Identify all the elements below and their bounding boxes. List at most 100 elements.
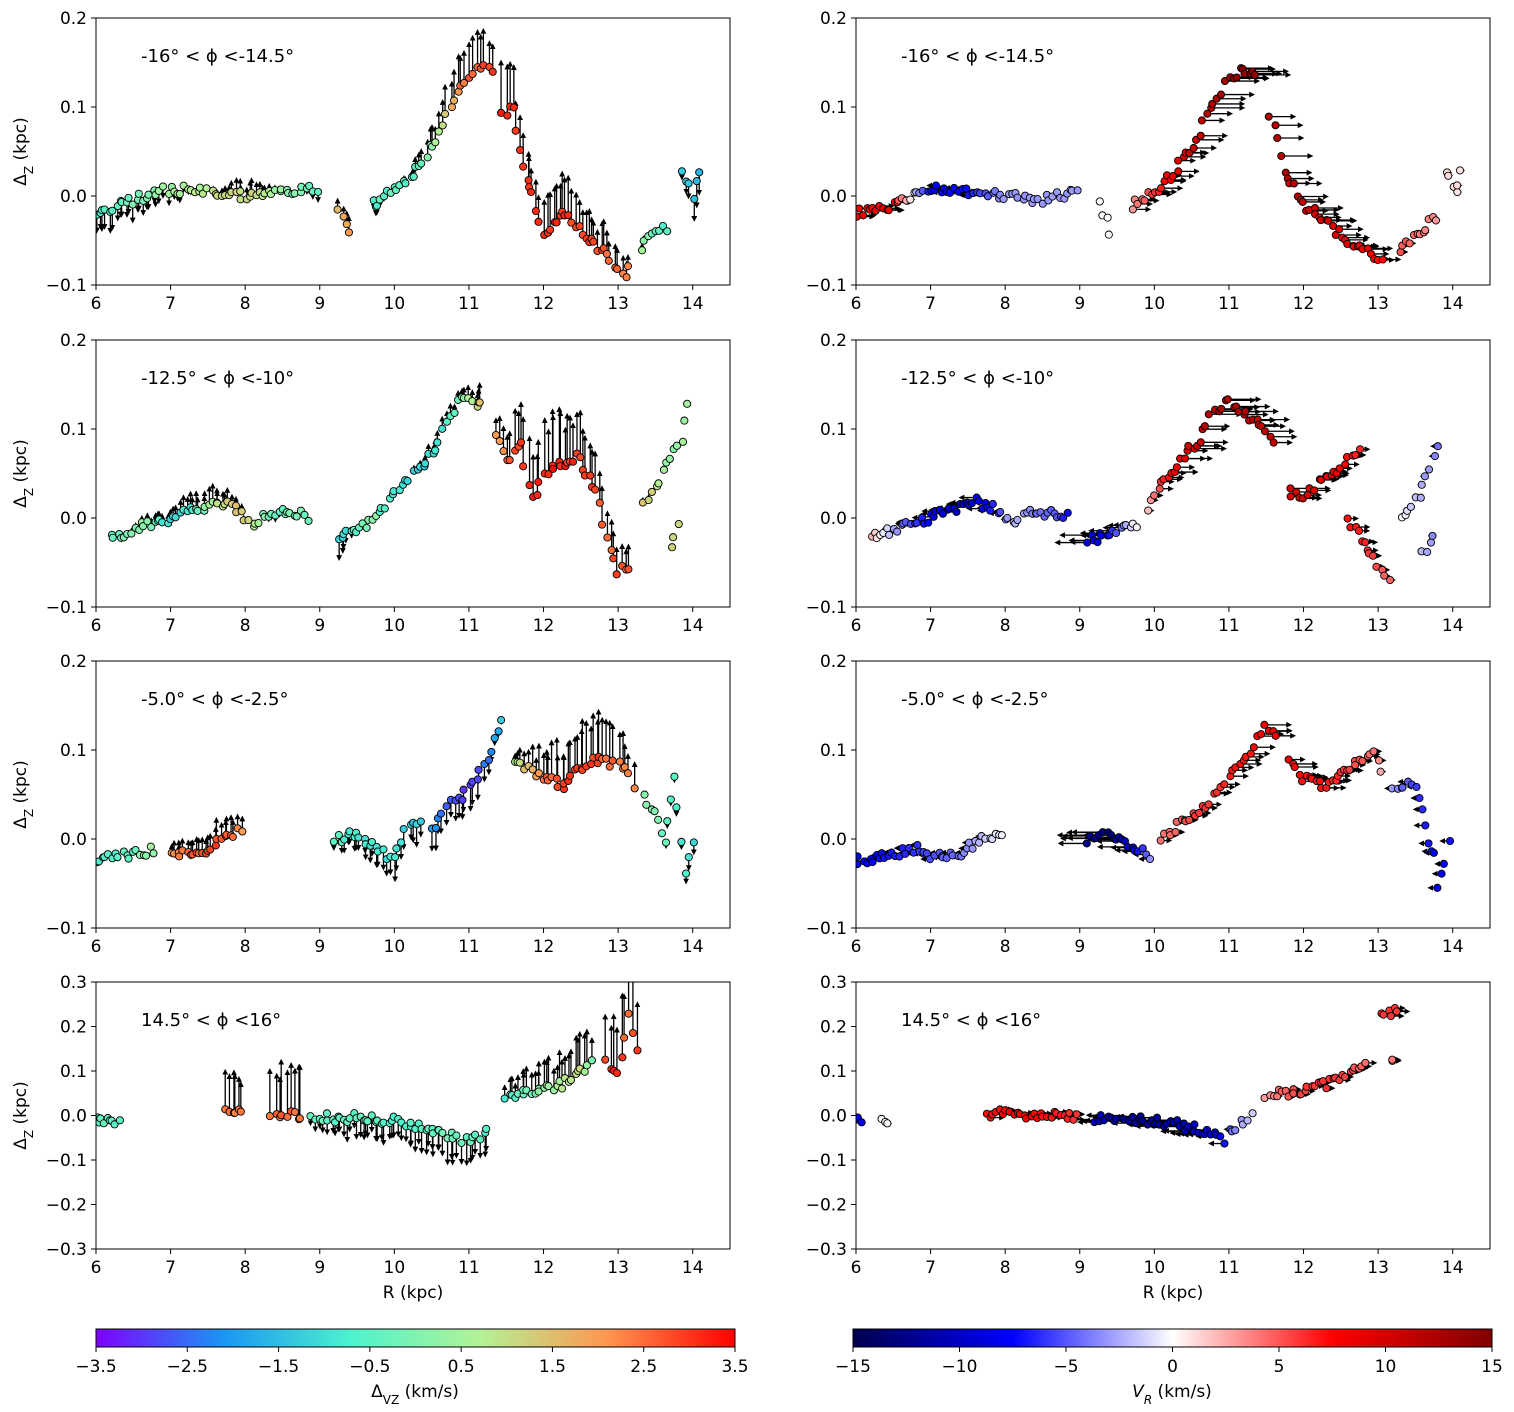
colorbar-vr-bar <box>852 1328 1493 1348</box>
colorbar-tick-label: 0.5 <box>448 1357 475 1377</box>
data-point <box>304 516 313 525</box>
data-point <box>1424 465 1434 474</box>
data-point <box>1324 216 1333 225</box>
data-point <box>568 457 578 466</box>
data-point <box>1003 513 1012 522</box>
data-point <box>519 162 528 171</box>
axes-frame <box>855 660 1491 929</box>
data-point <box>1345 765 1354 774</box>
data-point <box>1093 538 1102 547</box>
data-point <box>503 111 512 120</box>
data-point <box>490 734 499 743</box>
data-point <box>1185 148 1194 158</box>
data-point <box>1156 184 1166 193</box>
data-point <box>986 506 995 515</box>
data-point <box>968 844 977 853</box>
axes-frame <box>95 17 731 286</box>
data-point <box>438 424 447 433</box>
data-point <box>856 204 864 213</box>
data-point <box>1216 1132 1225 1141</box>
data-point <box>290 1108 299 1117</box>
y-axis: −0.3 −0.2 −0.1 0.0 0.1 0.2 0.3 <box>806 973 856 1260</box>
data-point <box>684 853 693 862</box>
data-point <box>528 765 537 774</box>
data-point <box>1446 836 1455 846</box>
data-point <box>883 1119 892 1128</box>
data-point <box>885 530 894 539</box>
data-point <box>884 206 893 215</box>
data-point <box>487 747 496 756</box>
data-point <box>1217 404 1226 413</box>
data-point <box>566 1075 576 1085</box>
x-tick-label: 13 <box>607 937 629 957</box>
data-point <box>633 1046 642 1055</box>
plot-area <box>856 64 1466 265</box>
data-point <box>1232 73 1241 82</box>
data-point <box>468 69 477 79</box>
x-tick-label: 7 <box>165 616 176 636</box>
data-point <box>1418 805 1427 814</box>
data-point <box>1174 156 1183 165</box>
data-point <box>1303 491 1312 500</box>
data-point <box>115 1116 124 1125</box>
colorbar-tick-label: 10 <box>1375 1357 1397 1377</box>
data-point <box>1171 828 1180 837</box>
panel-annotation: -16° < ϕ <-14.5° <box>901 46 1054 67</box>
data-point <box>677 167 686 176</box>
data-point <box>904 843 913 853</box>
data-point <box>996 507 1005 517</box>
data-point <box>603 533 612 542</box>
y-tick-label: 0.0 <box>60 509 87 529</box>
panel-annotation: -12.5° < ϕ <-10° <box>901 368 1054 389</box>
data-point <box>1428 531 1437 540</box>
data-point <box>967 499 976 508</box>
panel-p3L: 6 7 8 9 10 11 12 13 14 −0.1 0.0 0.1 0.2 -5.0° < ϕ <-2… <box>11 652 731 957</box>
data-point <box>399 825 408 834</box>
data-point <box>397 838 406 847</box>
y-tick-label: 0.2 <box>820 331 847 351</box>
data-point <box>420 459 430 468</box>
data-point <box>322 1109 331 1118</box>
point-layer <box>96 61 704 282</box>
data-point <box>1417 480 1426 489</box>
x-axis: 6 7 8 9 10 11 12 13 14 <box>851 928 1464 957</box>
data-point <box>1289 1089 1298 1098</box>
data-point <box>665 454 674 463</box>
colorbar-tick-label: 2.5 <box>630 1357 657 1377</box>
data-point <box>597 520 607 529</box>
x-tick-label: 11 <box>1218 616 1240 636</box>
data-point <box>254 519 263 528</box>
x-tick-label: 6 <box>91 616 102 636</box>
x-tick-label: 7 <box>925 1258 936 1278</box>
data-point <box>1195 808 1204 818</box>
data-point <box>344 228 353 237</box>
data-point <box>488 67 497 76</box>
y-tick-label: 0.1 <box>60 98 87 118</box>
data-point <box>476 1135 485 1144</box>
data-point <box>305 181 314 190</box>
x-tick-label: 8 <box>1000 616 1011 636</box>
data-point <box>974 496 984 505</box>
x-tick-label: 12 <box>1293 616 1315 636</box>
point-layer <box>868 395 1442 585</box>
x-tick-label: 6 <box>851 616 862 636</box>
arrow-layer <box>856 65 1466 263</box>
data-point <box>1095 197 1104 206</box>
data-point <box>906 195 915 204</box>
data-point <box>431 138 440 147</box>
data-point <box>1429 848 1438 857</box>
data-point <box>988 499 997 509</box>
data-point <box>1374 756 1384 765</box>
data-point <box>206 845 215 854</box>
data-point <box>1190 1120 1199 1129</box>
data-point <box>452 1131 461 1140</box>
data-point <box>1231 1126 1240 1135</box>
plot-area <box>96 27 704 282</box>
data-point <box>1405 239 1414 248</box>
data-point <box>602 249 611 258</box>
plot-area <box>868 395 1442 585</box>
data-point <box>108 206 117 215</box>
y-tick-label: 0.3 <box>60 973 87 993</box>
x-axis: 6 7 8 9 10 11 12 13 14 <box>851 607 1464 636</box>
